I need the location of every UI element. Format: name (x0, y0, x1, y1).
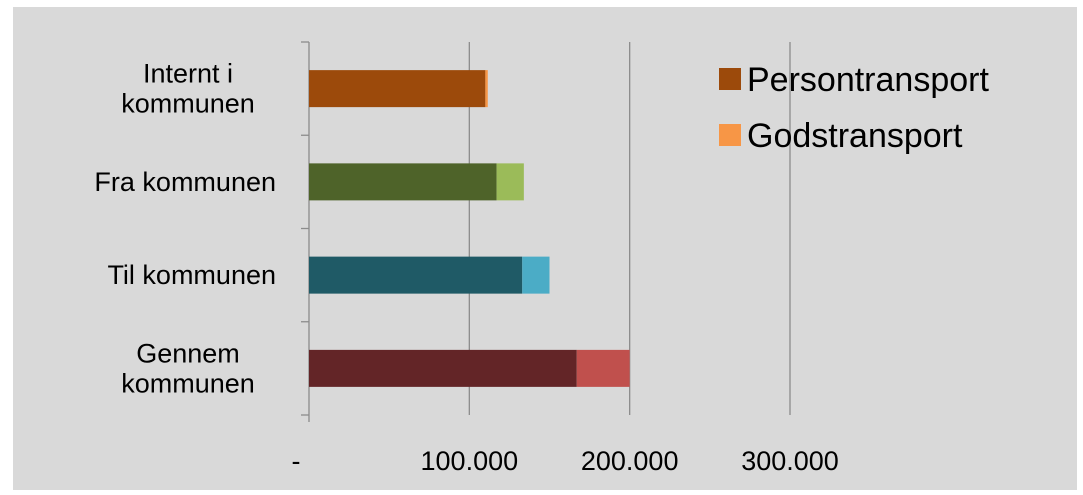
bar-godstransport-3 (576, 349, 630, 387)
bar-godstransport-2 (522, 256, 550, 294)
x-tick-label-2: 200.000 (581, 446, 679, 476)
category-label-0-1: kommunen (121, 89, 255, 119)
category-label-1-0: Fra kommunen (94, 167, 276, 197)
legend-label-godstransport: Godstransport (747, 117, 963, 155)
legend-label-persontransport: Persontransport (747, 61, 989, 99)
bar-godstransport-1 (496, 163, 524, 201)
x-tick-label-0: - (292, 446, 301, 476)
x-tick-label-3: 300.000 (741, 446, 839, 476)
bar-persontransport-0 (309, 70, 486, 108)
category-label-2-0: Til kommunen (107, 260, 276, 290)
category-label-3-0: Gennem (136, 338, 240, 368)
chart-background (13, 7, 1077, 490)
bar-persontransport-1 (309, 163, 497, 201)
bar-godstransport-0 (485, 70, 488, 108)
category-label-0-0: Internt i (143, 59, 233, 89)
bar-persontransport-2 (309, 256, 523, 294)
legend-swatch-godstransport (719, 124, 741, 146)
x-tick-label-1: 100.000 (421, 446, 519, 476)
legend-swatch-persontransport (719, 68, 741, 90)
bar-persontransport-3 (309, 349, 577, 387)
category-label-3-1: kommunen (121, 368, 255, 398)
